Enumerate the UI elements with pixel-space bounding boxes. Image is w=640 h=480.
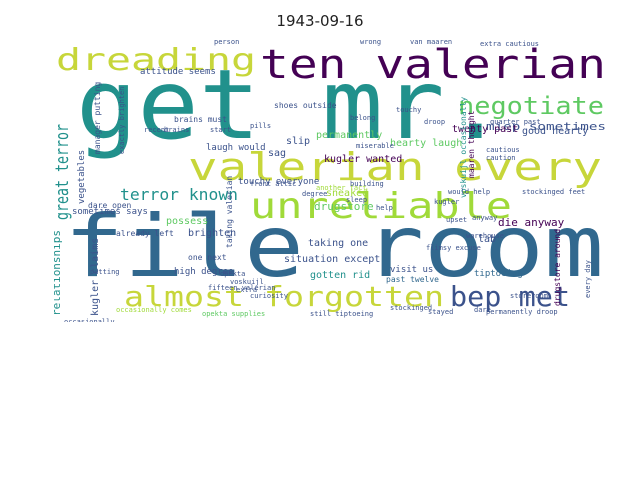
word-warehouse: warehouse [466, 232, 504, 240]
word-cloud: get mr. file room ten valerian valerian … [54, 36, 610, 322]
word-touchy: touchy [396, 106, 421, 114]
word-van-maaren: van maaren [410, 38, 452, 46]
word-building: building [350, 180, 384, 188]
word-laugh-would: laugh would [206, 143, 266, 153]
word-almost-forgotten: almost forgotten [124, 280, 444, 313]
word-person: person [214, 38, 239, 46]
word-anyway: anyway [472, 214, 497, 222]
word-brighten: brighten [188, 228, 236, 239]
word-wrong: wrong [360, 38, 381, 46]
page-title: 1943-09-16 [276, 12, 364, 30]
word-sneaked: sneaked [326, 188, 368, 199]
word-miep-sometimes: miep sometimes [486, 120, 606, 133]
word-voskuijl: voskuijl [230, 278, 264, 286]
word-hearty-laugh: hearty laugh [390, 138, 462, 149]
word-recent: recent [144, 126, 169, 134]
word-unreliable: unreliable [250, 186, 512, 227]
word-taking-valerian: taking valerian [225, 176, 234, 248]
word-dare-open: dare open [88, 201, 132, 210]
word-one-next: one next [188, 253, 227, 262]
word-kugler-wanted: kugler wanted [324, 154, 402, 165]
word-shoes-outside: shoes outside [274, 101, 337, 110]
word-storeroom: storeroom [510, 292, 548, 300]
word-curiosity: curiosity [250, 292, 288, 300]
word-manager-putting: manager putting [93, 82, 102, 154]
word-degree: degree [302, 190, 327, 198]
word-touchy-everyone: touchy everyone [238, 177, 319, 187]
word-kugler-claims: kugler claims [90, 238, 101, 316]
word-voskuijl-occasionally: voskuijl occasionally [459, 97, 468, 198]
word-exactly-brighten: exactly brighten [118, 87, 126, 154]
word-die-anyway: die anyway [498, 216, 565, 229]
word-putting: putting [90, 268, 120, 276]
word-get-mr: get mr. [76, 49, 506, 161]
word-relationships: relationships [54, 230, 63, 316]
word-lab: lab [478, 234, 496, 245]
word-belong: belong [350, 114, 375, 122]
word-drugstore-around: drugstore around [553, 229, 562, 306]
word-maaren-thought: maaren thought [467, 110, 476, 178]
word-would-help: would help [448, 188, 490, 196]
word-every-day: every day [584, 260, 592, 298]
word-miserable: miserable [356, 142, 394, 150]
word-stayed: stayed [428, 308, 453, 316]
word-occasionally: occasionally [64, 318, 115, 322]
word-droop: droop [424, 118, 445, 126]
word-occasionally-comes: occasionally comes [116, 306, 192, 314]
word-good-hearty: good hearty [522, 126, 588, 137]
word-situation-except: situation except [284, 254, 380, 265]
word-twenty-past: twenty past [452, 124, 518, 135]
word-tiptoeing: tiptoeing [474, 269, 523, 279]
word-still-tiptoeing: still tiptoeing [310, 310, 373, 318]
word-valerian-every: valerian every [188, 145, 602, 189]
word-dreading: dreading [56, 43, 256, 78]
word-file-room: file room [64, 197, 604, 297]
word-opekta: opekta [220, 270, 245, 278]
word-taking-one: taking one [308, 238, 368, 249]
word-flimsy-excuse: flimsy excuse [426, 244, 481, 252]
word-visit-us: visit us [390, 265, 433, 275]
word-stockinged-feet: stockinged feet [522, 188, 585, 196]
word-pills: pills [250, 122, 271, 130]
word-cautious: cautious [486, 146, 520, 154]
word-opekta-supplies: opekta supplies [202, 310, 265, 318]
word-quarter-past: quarter past [490, 118, 541, 126]
word-extra: extra [236, 286, 257, 294]
word-high-degree: high degree [174, 267, 234, 277]
word-already-left: already left [116, 229, 174, 238]
word-vegetables: vegetables [77, 150, 87, 204]
word-permanently-droop: permanently droop [486, 308, 558, 316]
word-help: help [376, 204, 393, 212]
word-drugstore: drugstore [314, 200, 374, 213]
word-front-attic: front attic [250, 180, 296, 188]
word-bep-met: bep met [450, 280, 570, 313]
word-start: start [210, 126, 231, 134]
word-extra-cautious: extra cautious [480, 40, 539, 48]
word-possess: possess [166, 216, 208, 227]
word-sag: sag [268, 148, 286, 159]
word-brains-must: brains must [174, 115, 227, 124]
word-gotten-rid: gotten rid [310, 270, 370, 281]
word-fifteen-valerian: fifteen valerian [208, 284, 275, 292]
word-brains: brains [164, 126, 189, 134]
word-another-fact: another fact [316, 184, 367, 192]
word-slip: slip [286, 136, 310, 147]
word-upset: upset [446, 216, 467, 224]
word-caution: caution [486, 154, 516, 162]
word-past-twelve: past twelve [386, 275, 439, 284]
word-attitude-seems: attitude seems [140, 67, 216, 77]
word-sleep: sleep [346, 196, 367, 204]
word-kugler: kugler [434, 198, 459, 206]
word-permanently: permanently [316, 130, 382, 141]
word-negotiate: negotiate [458, 92, 604, 120]
word-terror-known: terror known [120, 185, 238, 204]
word-stockinged: stockinged [390, 304, 432, 312]
word-ten-valerian: ten valerian [260, 42, 606, 88]
word-great-terror: great terror [54, 124, 73, 220]
word-dare: dare [474, 306, 491, 314]
word-sometimes-says: sometimes says [72, 207, 148, 217]
